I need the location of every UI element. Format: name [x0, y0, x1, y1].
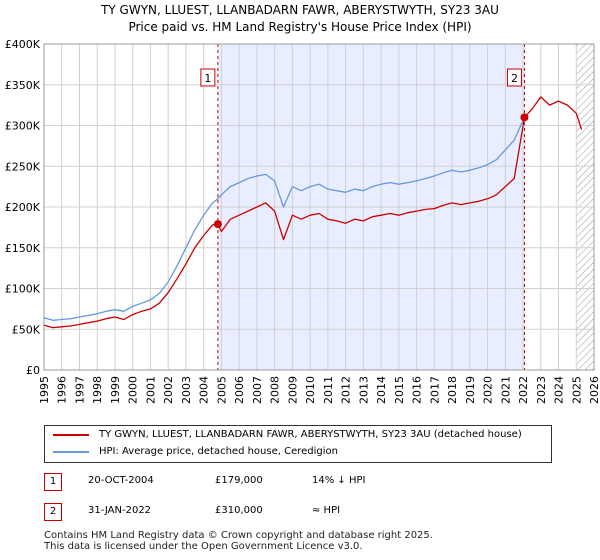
chart-title-line: TY GWYN, LLUEST, LLANBADARN FAWR, ABERYS… — [101, 3, 499, 17]
x-tick-label: 2019 — [464, 376, 477, 404]
sale-point — [520, 113, 529, 122]
x-tick-label: 2008 — [269, 376, 282, 404]
x-tick-label: 2020 — [482, 376, 495, 404]
x-tick-label: 2000 — [127, 376, 140, 404]
hpi-line — [44, 117, 526, 321]
x-tick-label: 2003 — [180, 376, 193, 404]
y-tick-label: £400K — [5, 38, 41, 51]
x-tick-label: 1999 — [109, 376, 122, 404]
legend-label-hpi: HPI: Average price, detached house, Cere… — [99, 446, 338, 457]
x-tick-label: 2022 — [517, 376, 530, 404]
sale-price: £179,000 — [215, 475, 263, 486]
y-tick-label: £0 — [26, 364, 40, 377]
sale-marker-box — [506, 68, 522, 87]
sale-row: 2 31-JAN-2022 £310,000 ≈ HPI — [0, 502, 600, 524]
sale-hpi-comparison: 14% ↓ HPI — [312, 475, 366, 486]
x-tick-label: 2002 — [162, 376, 175, 404]
x-tick-label: 2012 — [340, 376, 353, 404]
chart-subtitle: Price paid vs. HM Land Registry's House … — [128, 20, 472, 34]
x-tick-label: 2016 — [411, 376, 424, 404]
x-tick-label: 2013 — [357, 376, 370, 404]
y-tick-label: £50K — [12, 323, 41, 336]
x-tick-label: 2007 — [251, 376, 264, 404]
x-tick-label: 2001 — [144, 376, 157, 404]
x-tick-label: 2011 — [322, 376, 335, 404]
sale-date: 20-OCT-2004 — [88, 475, 154, 486]
x-tick-label: 2026 — [588, 376, 600, 404]
legend-label-price: TY GWYN, LLUEST, LLANBADARN FAWR, ABERYS… — [99, 429, 522, 440]
x-tick-label: 2025 — [570, 376, 583, 404]
y-tick-label: £200K — [5, 201, 41, 214]
y-tick-label: £300K — [5, 120, 41, 133]
sale-point — [213, 220, 222, 229]
sale-price: £310,000 — [215, 505, 263, 516]
y-tick-label: £350K — [5, 79, 41, 92]
sale-marker-label: 2 — [511, 72, 518, 85]
x-tick-label: 2023 — [535, 376, 548, 404]
x-tick-label: 2004 — [198, 376, 211, 404]
x-tick-label: 1996 — [56, 376, 69, 404]
x-tick-label: 2006 — [233, 376, 246, 404]
y-tick-label: £250K — [5, 160, 41, 173]
x-tick-label: 1995 — [38, 376, 51, 404]
x-tick-label: 2010 — [304, 376, 317, 404]
x-tick-label: 1998 — [91, 376, 104, 404]
x-tick-label: 2017 — [428, 376, 441, 404]
sale-marker-label: 1 — [204, 72, 211, 85]
x-tick-label: 2024 — [553, 376, 566, 404]
x-tick-label: 2009 — [286, 376, 299, 404]
sale-date: 31-JAN-2022 — [88, 505, 152, 516]
x-tick-label: 2014 — [375, 376, 388, 404]
sale-marker-box — [200, 68, 216, 87]
legend-swatch-hpi — [53, 451, 89, 453]
legend: TY GWYN, LLUEST, LLANBADARN FAWR, ABERYS… — [44, 425, 552, 463]
sale-hpi-comparison: ≈ HPI — [312, 505, 341, 516]
plot-border — [43, 43, 595, 371]
price-chart: £0 £50K £100K £150K £200K £250K £300K £350K £400… — [5, 38, 600, 404]
sale-row: 1 20-OCT-2004 £179,000 14% ↓ HPI — [0, 472, 600, 494]
chart-title: TY GWYN, LLUEST, LLANBADARN FAWR, ABERYS… — [0, 2, 600, 36]
x-tick-label: 1997 — [73, 376, 86, 404]
sale-number-badge: 2 — [44, 503, 62, 521]
price-line — [44, 96, 583, 329]
x-tick-label: 2021 — [499, 376, 512, 404]
y-tick-label: £150K — [5, 242, 41, 255]
footer-attribution: Contains HM Land Registry data © Crown c… — [44, 530, 433, 552]
sale-number-badge: 1 — [44, 473, 62, 491]
legend-swatch-price — [53, 434, 89, 436]
x-tick-label: 2018 — [446, 376, 459, 404]
x-tick-label: 2005 — [215, 376, 228, 404]
x-tick-label: 2015 — [393, 376, 406, 404]
y-tick-label: £100K — [5, 283, 41, 296]
